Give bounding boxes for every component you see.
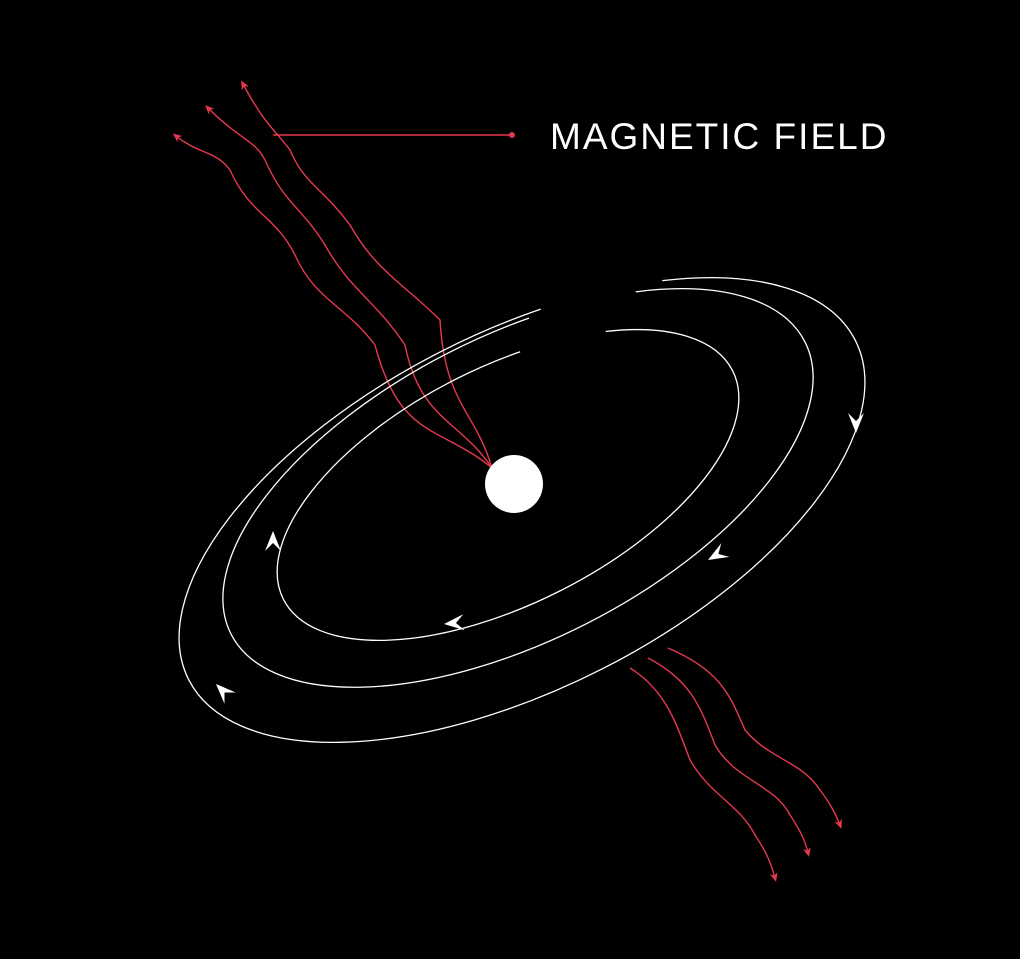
central-star bbox=[485, 455, 543, 513]
field-line-upper-3 bbox=[241, 80, 493, 469]
orbit-middle bbox=[222, 288, 814, 688]
accretion-disk bbox=[178, 277, 866, 743]
arrow-inner-left-icon bbox=[265, 531, 281, 551]
field-line-lower-2 bbox=[647, 657, 811, 857]
arrow-middle-lower-icon bbox=[708, 543, 730, 560]
arrow-inner-bottom-icon bbox=[444, 614, 465, 631]
field-line-lower-1 bbox=[629, 667, 778, 882]
arrow-outer-right-icon bbox=[848, 413, 864, 433]
label-leader-dot bbox=[509, 132, 515, 138]
magnetic-field-label: MAGNETIC FIELD bbox=[273, 116, 888, 157]
magnetic-field-lines-lower bbox=[629, 647, 842, 882]
arrow-outer-left-icon bbox=[216, 684, 236, 704]
orbit-outer bbox=[178, 277, 866, 743]
magnetic-field-label-text: MAGNETIC FIELD bbox=[550, 116, 888, 157]
magnetic-field-lines-upper bbox=[172, 80, 493, 469]
orbit-direction-arrows bbox=[216, 413, 864, 704]
field-line-lower-3 bbox=[667, 647, 842, 829]
field-line-upper-2 bbox=[205, 105, 493, 469]
orbit-inner bbox=[276, 328, 740, 642]
field-line-upper-1 bbox=[172, 133, 493, 469]
